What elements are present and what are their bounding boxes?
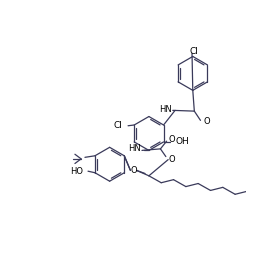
Text: Cl: Cl — [113, 121, 122, 130]
Text: OH: OH — [176, 137, 190, 147]
Text: HN: HN — [159, 105, 172, 114]
Text: HO: HO — [70, 167, 83, 176]
Text: HN: HN — [129, 144, 141, 153]
Text: O: O — [204, 117, 210, 126]
Text: O: O — [130, 166, 137, 175]
Text: O: O — [169, 155, 176, 164]
Text: Cl: Cl — [189, 47, 198, 56]
Text: O: O — [169, 135, 176, 144]
